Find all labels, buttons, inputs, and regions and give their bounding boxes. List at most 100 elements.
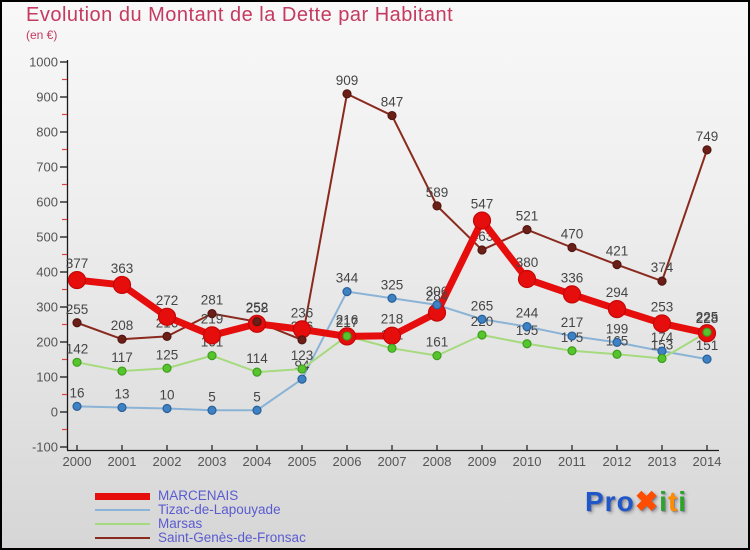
data-point-tizac-de-lapouyade bbox=[387, 293, 397, 303]
chart-header: Evolution du Montant de la Dette par Hab… bbox=[26, 4, 453, 42]
data-point-marcenais bbox=[517, 269, 537, 289]
legend-item-saint-genes-de-fronsac: Saint-Genès-de-Fronsac bbox=[95, 531, 306, 545]
y-tick-label: 500 bbox=[36, 230, 58, 245]
data-point-tizac-de-lapouyade bbox=[117, 402, 127, 413]
value-label-saint-gen-s-de-fronsac: 281 bbox=[201, 293, 224, 308]
data-point-saint-gen-s-de-fronsac bbox=[612, 260, 622, 270]
data-point-marsas bbox=[702, 327, 712, 337]
data-point-saint-gen-s-de-fronsac bbox=[432, 201, 442, 211]
data-point-tizac-de-lapouyade bbox=[612, 337, 622, 347]
x-tick-label: 2010 bbox=[513, 454, 542, 469]
debt-evolution-line-chart: 10009008007006005004003002001000-1002000… bbox=[29, 55, 721, 470]
x-tick-label: 2004 bbox=[243, 454, 272, 469]
x-tick-label: 2008 bbox=[423, 454, 452, 469]
x-tick-label: 2012 bbox=[603, 454, 632, 469]
value-label-saint-gen-s-de-fronsac: 589 bbox=[426, 185, 449, 200]
value-label-tizac-de-lapouyade: 344 bbox=[336, 271, 359, 286]
data-point-marsas bbox=[567, 346, 577, 356]
value-label-tizac-de-lapouyade: 10 bbox=[159, 388, 174, 403]
value-label-marcenais: 294 bbox=[606, 285, 629, 300]
data-point-saint-gen-s-de-fronsac bbox=[567, 242, 577, 253]
value-label-saint-gen-s-de-fronsac: 749 bbox=[696, 129, 719, 144]
data-point-marcenais bbox=[607, 300, 627, 319]
data-point-tizac-de-lapouyade bbox=[252, 405, 262, 415]
logo-letter: i bbox=[659, 486, 668, 517]
data-point-saint-gen-s-de-fronsac bbox=[702, 145, 712, 155]
logo-letter: t bbox=[667, 486, 679, 517]
value-label-marsas: 123 bbox=[291, 348, 314, 363]
value-label-saint-gen-s-de-fronsac: 421 bbox=[606, 244, 629, 259]
x-tick-label: 2003 bbox=[198, 454, 227, 469]
data-point-marsas bbox=[342, 331, 352, 341]
value-label-tizac-de-lapouyade: 244 bbox=[516, 306, 539, 321]
data-point-saint-gen-s-de-fronsac bbox=[117, 334, 127, 344]
data-point-saint-gen-s-de-fronsac bbox=[72, 318, 82, 328]
value-label-marcenais: 216 bbox=[336, 312, 359, 327]
y-tick-label: 900 bbox=[36, 90, 58, 105]
legend-item-marcenais: MARCENAIS bbox=[95, 489, 306, 503]
y-tick-label: 1000 bbox=[29, 55, 58, 70]
data-point-saint-gen-s-de-fronsac bbox=[522, 225, 532, 235]
data-point-marsas bbox=[657, 353, 667, 364]
data-point-marsas bbox=[432, 351, 442, 361]
legend-swatch-saint-genes-de-fronsac bbox=[95, 537, 150, 539]
axes: 10009008007006005004003002001000-1002000… bbox=[29, 55, 721, 470]
x-tick-label: 2011 bbox=[558, 454, 586, 469]
legend-swatch-tizac-de-lapouyade bbox=[95, 509, 150, 511]
data-point-tizac-de-lapouyade bbox=[567, 331, 577, 341]
value-label-marcenais: 363 bbox=[111, 261, 134, 276]
data-point-saint-gen-s-de-fronsac bbox=[342, 89, 352, 99]
data-point-marcenais bbox=[112, 275, 132, 295]
value-label-marcenais: 284 bbox=[426, 289, 449, 304]
x-tick-label: 2007 bbox=[378, 454, 407, 469]
value-label-saint-gen-s-de-fronsac: 255 bbox=[66, 302, 89, 317]
series-markers-marsas bbox=[72, 327, 712, 377]
value-label-tizac-de-lapouyade: 217 bbox=[561, 315, 584, 330]
y-tick-label: 700 bbox=[36, 160, 58, 175]
y-tick-label: 300 bbox=[36, 300, 58, 315]
data-point-tizac-de-lapouyade bbox=[72, 401, 82, 411]
y-tick-label: 200 bbox=[36, 335, 58, 350]
value-label-saint-gen-s-de-fronsac: 208 bbox=[111, 318, 134, 333]
y-tick-label: 0 bbox=[51, 405, 58, 420]
data-point-tizac-de-lapouyade bbox=[342, 287, 352, 297]
data-point-marcenais bbox=[382, 326, 402, 345]
legend-label: Tizac-de-Lapouyade bbox=[158, 502, 281, 517]
value-label-saint-gen-s-de-fronsac: 470 bbox=[561, 227, 584, 242]
value-label-marcenais: 336 bbox=[561, 270, 584, 285]
value-label-marsas: 125 bbox=[156, 347, 179, 362]
x-tick-label: 2014 bbox=[693, 454, 722, 469]
data-point-saint-gen-s-de-fronsac bbox=[297, 335, 307, 345]
value-label-saint-gen-s-de-fronsac: 258 bbox=[246, 301, 269, 316]
value-label-marcenais: 377 bbox=[66, 256, 89, 271]
legend-swatch-marsas bbox=[95, 523, 150, 525]
x-tick-label: 2005 bbox=[288, 454, 317, 469]
value-label-marsas: 142 bbox=[66, 341, 89, 356]
page-title: Evolution du Montant de la Dette par Hab… bbox=[26, 4, 454, 26]
value-label-marcenais: 252 bbox=[246, 300, 269, 315]
data-point-marsas bbox=[252, 367, 262, 377]
value-label-tizac-de-lapouyade: 151 bbox=[696, 338, 719, 353]
data-point-tizac-de-lapouyade bbox=[477, 314, 487, 324]
data-point-saint-gen-s-de-fronsac bbox=[207, 309, 217, 319]
value-label-marcenais: 219 bbox=[201, 311, 224, 326]
value-label-tizac-de-lapouyade: 265 bbox=[471, 298, 494, 313]
data-point-saint-gen-s-de-fronsac bbox=[657, 276, 667, 286]
value-label-marsas: 153 bbox=[651, 337, 674, 352]
data-point-marsas bbox=[297, 364, 307, 374]
value-label-saint-gen-s-de-fronsac: 521 bbox=[516, 209, 539, 224]
data-point-marcenais bbox=[562, 285, 582, 304]
data-point-tizac-de-lapouyade bbox=[297, 374, 307, 384]
data-point-tizac-de-lapouyade bbox=[207, 405, 217, 415]
series-markers-tizac-de-lapouyade bbox=[72, 287, 712, 415]
data-point-marsas bbox=[72, 357, 82, 367]
value-label-marcenais: 380 bbox=[516, 255, 539, 270]
data-point-saint-gen-s-de-fronsac bbox=[162, 331, 172, 341]
data-point-marsas bbox=[522, 339, 532, 349]
value-label-marcenais: 236 bbox=[291, 305, 314, 320]
data-point-tizac-de-lapouyade bbox=[432, 300, 442, 310]
y-tick-label: 800 bbox=[36, 125, 58, 140]
data-point-marcenais bbox=[157, 307, 177, 326]
value-label-tizac-de-lapouyade: 16 bbox=[69, 385, 84, 400]
